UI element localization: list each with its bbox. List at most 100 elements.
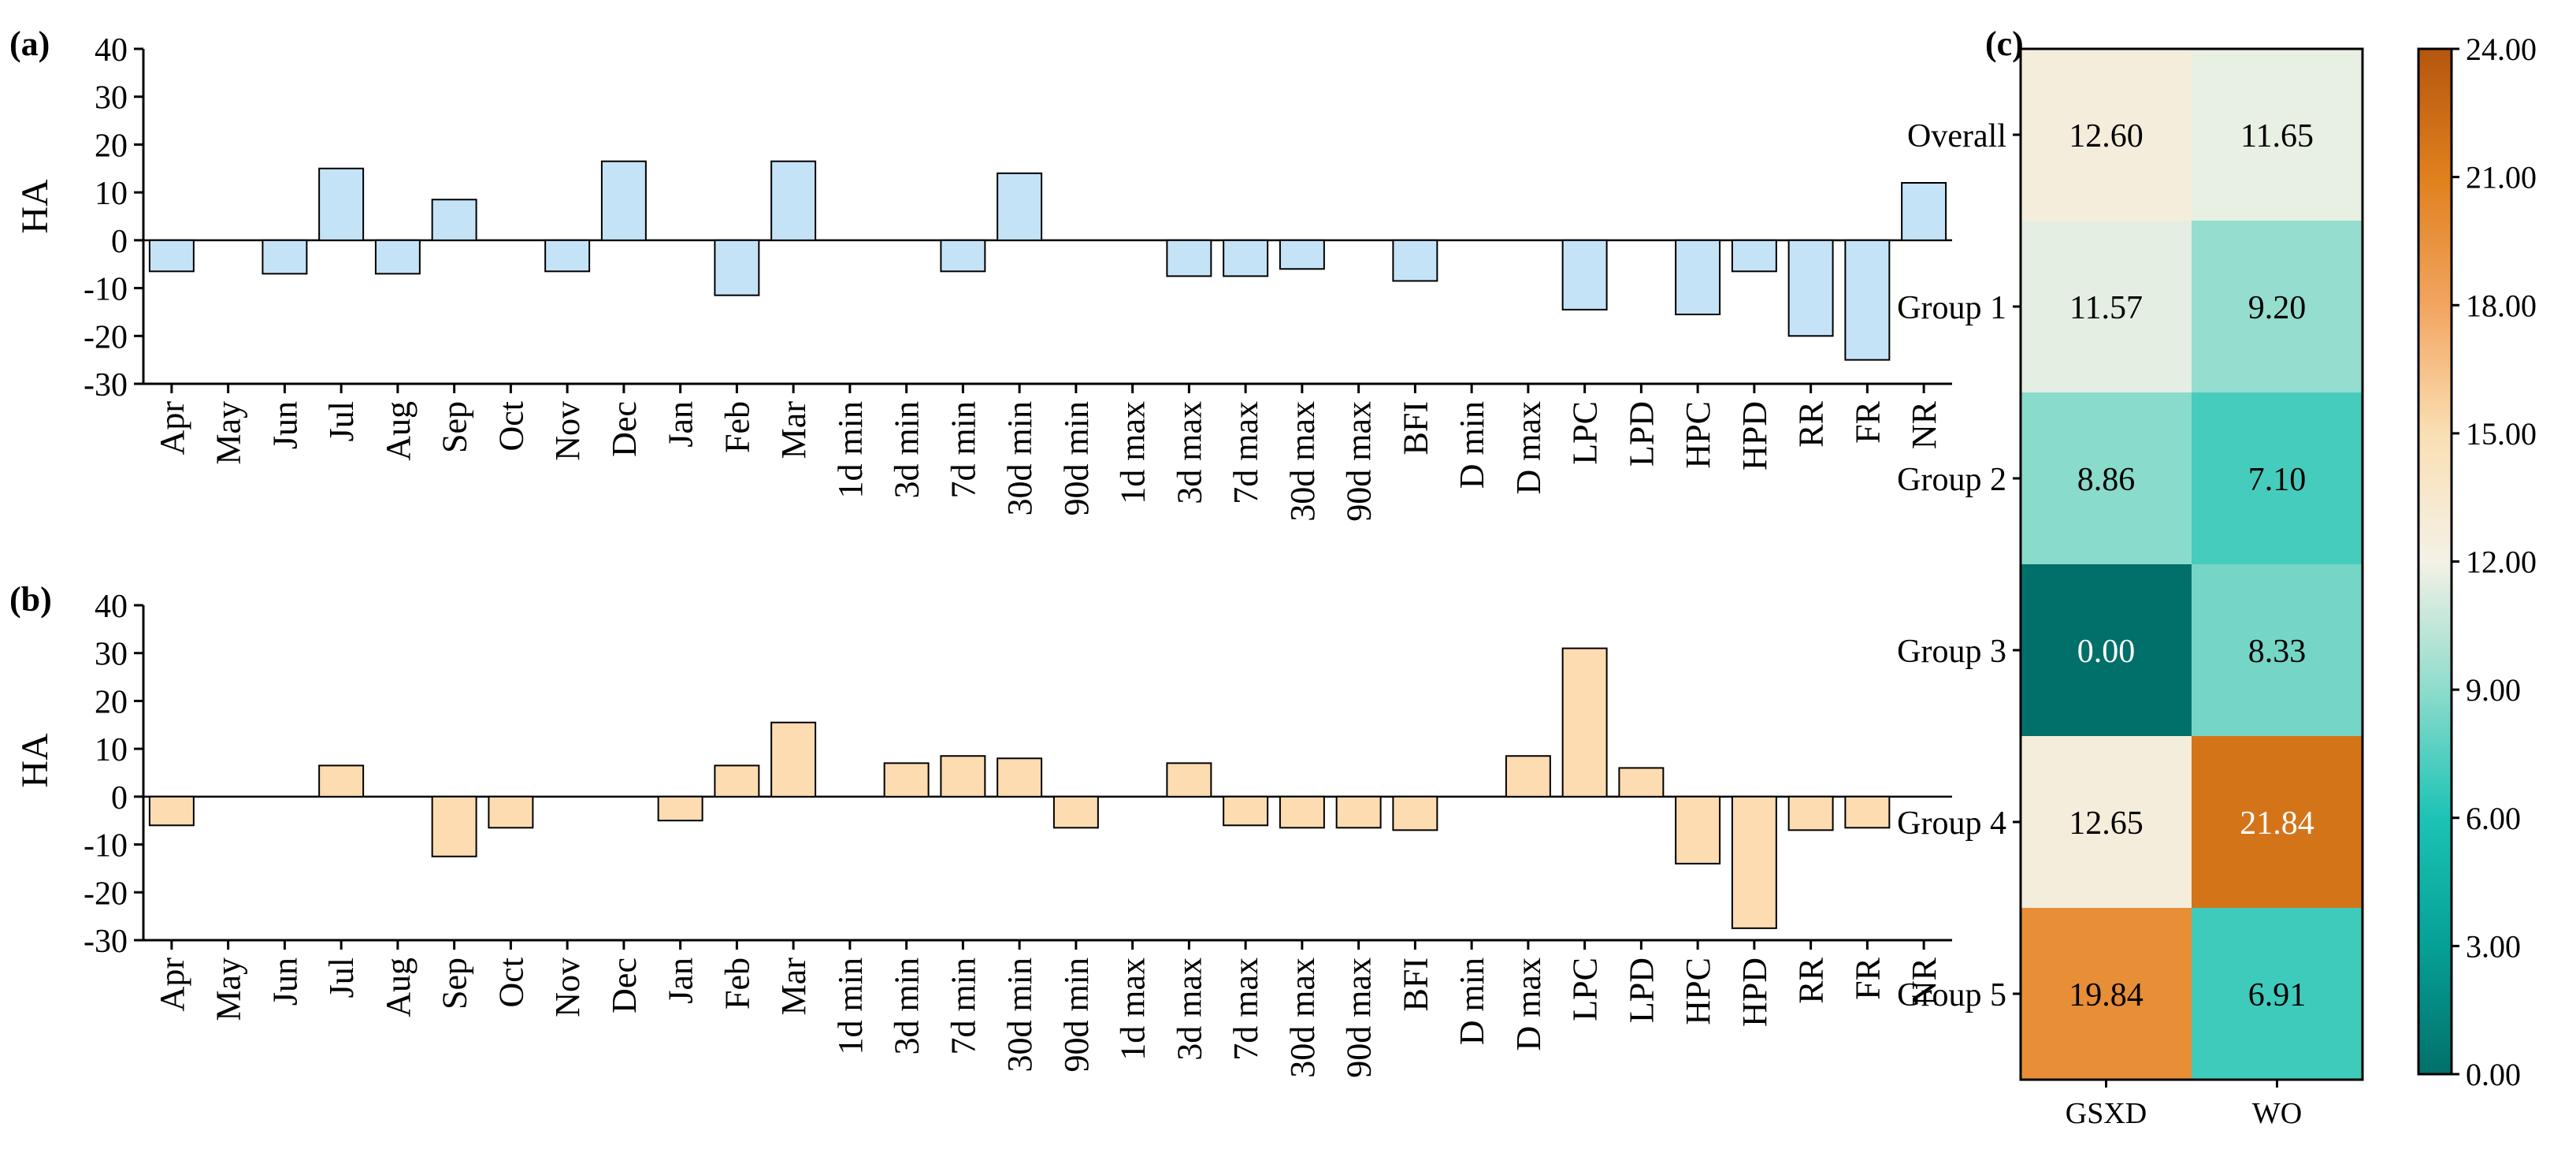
panel-label-a: (a) xyxy=(9,24,50,63)
bar-b-16 xyxy=(1052,795,1099,829)
x-tick-label-b-14: 7d min xyxy=(944,958,982,1054)
colorbar-tick-label-6: 18.00 xyxy=(2466,288,2537,323)
row-label-4: Group 4 xyxy=(1897,805,2006,842)
heatmap-value-2-1: 7.10 xyxy=(2248,462,2307,498)
bar-b-6 xyxy=(488,795,534,829)
bar-b-9 xyxy=(657,795,703,822)
x-tick-label-b-31: NR xyxy=(1905,957,1943,1006)
x-tick-label-a-26: LPD xyxy=(1622,401,1661,467)
y-tick-label-a-0: -30 xyxy=(84,367,128,403)
bar-a-30 xyxy=(1844,239,1891,361)
heatmap-value-2-0: 8.86 xyxy=(2077,462,2136,498)
x-tick-label-a-3: Jul xyxy=(322,401,361,441)
heatmap-cell-0-0 xyxy=(2021,49,2192,221)
colorbar-tick-label-4: 12.00 xyxy=(2466,545,2537,580)
x-tick-label-b-6: Oct xyxy=(492,958,530,1008)
bar-a-20 xyxy=(1279,239,1325,270)
panel-label-c: (c) xyxy=(1985,24,2024,63)
bar-a-29 xyxy=(1787,239,1834,337)
colorbar-tick-label-1: 3.00 xyxy=(2466,928,2521,964)
x-tick-label-a-19: 7d max xyxy=(1227,401,1265,504)
bar-a-25 xyxy=(1561,239,1608,311)
x-tick-label-a-16: 90d min xyxy=(1057,401,1096,515)
bar-b-15 xyxy=(997,757,1043,798)
bar-a-2 xyxy=(262,239,308,275)
x-tick-label-b-11: Mar xyxy=(774,958,813,1016)
row-label-2: Group 2 xyxy=(1897,462,2006,498)
colorbar-tick-label-5: 15.00 xyxy=(2466,416,2537,452)
bar-b-29 xyxy=(1787,795,1834,831)
colorbar-tick-label-2: 6.00 xyxy=(2466,801,2521,836)
x-tick-label-a-10: Feb xyxy=(718,401,756,453)
x-tick-label-b-19: 7d max xyxy=(1227,958,1265,1061)
bar-b-14 xyxy=(940,755,986,798)
y-tick-label-b-0: -30 xyxy=(84,924,128,960)
heatmap-value-0-0: 12.60 xyxy=(2069,118,2144,154)
y-tick-label-a-6: 30 xyxy=(95,80,128,117)
x-tick-label-b-18: 3d max xyxy=(1170,958,1208,1061)
x-tick-label-a-23: D min xyxy=(1453,401,1491,489)
x-tick-label-b-5: Sep xyxy=(436,958,474,1010)
heatmap-cell-1-0 xyxy=(2021,221,2192,392)
heatmap-cell-1-1 xyxy=(2192,221,2363,392)
bar-b-20 xyxy=(1279,795,1325,829)
y-tick-label-b-4: 10 xyxy=(95,732,128,768)
x-tick-label-b-7: Nov xyxy=(548,958,587,1017)
bar-a-4 xyxy=(374,239,421,275)
heatmap-value-5-0: 19.84 xyxy=(2069,977,2144,1013)
bar-b-11 xyxy=(770,721,817,798)
x-tick-label-a-15: 30d min xyxy=(1000,401,1039,515)
x-tick-label-b-9: Jan xyxy=(662,958,700,1004)
x-tick-label-b-0: Apr xyxy=(153,958,191,1012)
x-tick-label-a-28: HPD xyxy=(1735,401,1774,470)
heatmap-c: (c) 12.60 11.65 Overall 11.57 9.20 Group 1 8.8… xyxy=(1897,24,2537,1130)
bar-a-7 xyxy=(544,239,591,273)
x-tick-label-b-13: 3d min xyxy=(888,958,926,1054)
bar-b-27 xyxy=(1675,795,1721,865)
bar-a-27 xyxy=(1675,239,1721,315)
heatmap-value-0-1: 11.65 xyxy=(2240,118,2314,154)
x-tick-label-a-11: Mar xyxy=(774,401,813,459)
bar-a-0 xyxy=(148,239,195,273)
x-tick-label-a-4: Aug xyxy=(379,401,418,461)
y-tick-label-b-1: -20 xyxy=(84,876,128,912)
x-tick-label-a-18: 3d max xyxy=(1170,401,1208,504)
x-tick-label-a-0: Apr xyxy=(153,401,191,456)
x-tick-label-b-15: 30d min xyxy=(1000,958,1039,1072)
colorbar xyxy=(2417,47,2453,1076)
x-tick-label-b-10: Feb xyxy=(718,958,756,1010)
bar-b-25 xyxy=(1561,647,1608,798)
x-tick-label-b-30: FR xyxy=(1848,957,1887,999)
bar-b-19 xyxy=(1223,795,1269,827)
heatmap-value-4-1: 21.84 xyxy=(2240,805,2314,842)
panel-label-b: (b) xyxy=(9,580,52,619)
x-tick-label-b-4: Aug xyxy=(379,958,418,1017)
y-tick-label-a-4: 10 xyxy=(95,176,128,212)
x-tick-label-b-12: 1d min xyxy=(831,958,870,1054)
bar-b-26 xyxy=(1618,767,1665,798)
x-tick-label-a-29: RR xyxy=(1792,400,1831,447)
y-tick-label-a-3: 0 xyxy=(111,224,128,260)
x-tick-label-a-7: Nov xyxy=(548,401,587,461)
x-tick-label-b-1: May xyxy=(210,958,248,1021)
colorbar-tick-label-3: 9.00 xyxy=(2466,672,2521,708)
y-tick-label-b-6: 30 xyxy=(95,637,128,673)
x-tick-label-b-8: Dec xyxy=(605,958,644,1013)
colorbar-tick-label-0: 0.00 xyxy=(2466,1057,2521,1092)
x-tick-label-b-27: HPC xyxy=(1679,958,1717,1025)
x-tick-label-a-30: FR xyxy=(1848,400,1887,443)
bar-a-22 xyxy=(1392,239,1438,282)
row-label-5: Group 5 xyxy=(1897,977,2006,1013)
heatmap-cell-2-1 xyxy=(2192,392,2363,564)
x-tick-label-a-31: NR xyxy=(1905,400,1943,449)
x-tick-label-b-21: 90d max xyxy=(1340,958,1379,1078)
bar-a-19 xyxy=(1223,239,1269,277)
bar-b-0 xyxy=(148,795,195,827)
y-tick-label-a-2: -10 xyxy=(84,272,128,308)
heatmap-value-5-1: 6.91 xyxy=(2248,977,2307,1013)
x-tick-label-b-17: 1d max xyxy=(1114,958,1153,1061)
bar-b-28 xyxy=(1731,795,1777,929)
bar-b-18 xyxy=(1166,762,1212,798)
y-tick-label-b-3: 0 xyxy=(111,780,128,816)
heatmap-cell-4-0 xyxy=(2021,736,2192,908)
